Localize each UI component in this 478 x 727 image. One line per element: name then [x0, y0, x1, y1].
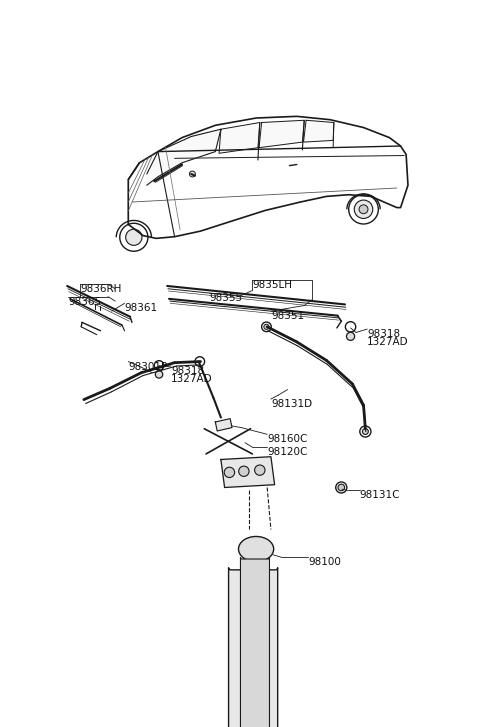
Text: 98361: 98361	[125, 303, 158, 313]
Circle shape	[362, 428, 369, 435]
Polygon shape	[147, 129, 221, 185]
Circle shape	[264, 324, 269, 329]
Text: 98131D: 98131D	[271, 399, 312, 409]
Text: 1327AD: 1327AD	[367, 337, 409, 348]
Circle shape	[261, 322, 272, 332]
Polygon shape	[219, 123, 260, 153]
Ellipse shape	[239, 537, 274, 562]
Text: 98160C: 98160C	[267, 434, 307, 444]
Circle shape	[346, 321, 356, 332]
Circle shape	[336, 482, 347, 493]
FancyBboxPatch shape	[228, 568, 278, 727]
Polygon shape	[221, 457, 274, 488]
Text: 98365: 98365	[68, 297, 101, 307]
Text: 98318: 98318	[367, 329, 401, 339]
Circle shape	[195, 357, 205, 366]
Circle shape	[155, 371, 163, 378]
Text: 9835LH: 9835LH	[252, 281, 293, 290]
Circle shape	[354, 200, 373, 219]
Polygon shape	[259, 120, 304, 148]
Circle shape	[239, 466, 249, 476]
Circle shape	[154, 361, 164, 370]
Text: 98351: 98351	[271, 311, 304, 321]
Circle shape	[360, 426, 371, 437]
Circle shape	[359, 205, 368, 214]
Text: 98120C: 98120C	[267, 447, 307, 457]
Circle shape	[120, 223, 148, 252]
Text: 98100: 98100	[308, 558, 341, 568]
Circle shape	[347, 332, 355, 340]
Circle shape	[255, 465, 265, 475]
Polygon shape	[304, 120, 334, 142]
Text: 98318: 98318	[171, 366, 204, 376]
Text: 98355: 98355	[210, 293, 243, 303]
Text: 1327AD: 1327AD	[171, 374, 213, 385]
Circle shape	[189, 171, 196, 177]
Text: 98131C: 98131C	[360, 490, 400, 500]
FancyBboxPatch shape	[240, 558, 270, 727]
Polygon shape	[215, 419, 232, 431]
Circle shape	[224, 467, 235, 478]
Circle shape	[126, 229, 142, 245]
Circle shape	[338, 484, 345, 491]
Text: 98301P: 98301P	[128, 361, 167, 371]
Circle shape	[348, 195, 378, 224]
Text: 9836RH: 9836RH	[80, 284, 121, 294]
